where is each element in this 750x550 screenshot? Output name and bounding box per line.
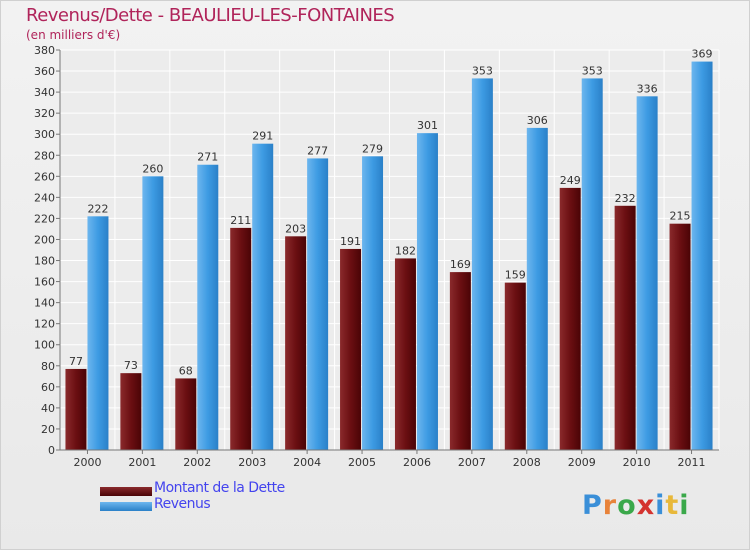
logo-letter: P	[582, 490, 603, 521]
y-tick-label: 60	[41, 381, 55, 394]
y-tick-label: 300	[34, 128, 55, 141]
data-label-revenus: 279	[362, 142, 383, 155]
data-label-revenus: 277	[307, 144, 328, 157]
logo-letter: o	[617, 490, 637, 521]
bar-revenus	[87, 216, 109, 450]
bar-dette	[65, 368, 87, 450]
bar-revenus	[416, 133, 438, 450]
chart-subtitle: (en milliers d'€)	[26, 28, 121, 42]
bar-dette	[669, 223, 691, 450]
bar-revenus	[526, 127, 548, 450]
logo-letter: i	[655, 490, 666, 521]
data-label-dette: 159	[505, 269, 526, 282]
bars	[65, 61, 713, 451]
bar-revenus	[581, 78, 603, 450]
y-tick-label: 340	[34, 86, 55, 99]
bar-revenus	[197, 164, 219, 450]
bar-revenus	[252, 143, 274, 450]
bar-revenus	[362, 156, 384, 450]
y-tick-label: 160	[34, 276, 55, 289]
y-tick-label: 360	[34, 65, 55, 78]
x-tick-label: 2008	[513, 456, 541, 469]
data-label-dette: 68	[179, 364, 193, 377]
grid	[59, 49, 720, 451]
x-tick-label: 2009	[568, 456, 596, 469]
data-label-revenus: 306	[527, 114, 548, 127]
y-tick-label: 80	[41, 360, 55, 373]
data-label-dette: 215	[670, 210, 691, 223]
chart-title: Revenus/Dette - BEAULIEU-LES-FONTAINES	[26, 5, 395, 26]
bar-dette	[504, 282, 526, 450]
bar-dette	[120, 373, 142, 450]
x-tick-label: 2003	[238, 456, 266, 469]
bar-dette	[175, 378, 197, 450]
bar-revenus	[307, 158, 329, 450]
bar-dette	[394, 258, 416, 450]
x-tick-label: 2002	[183, 456, 211, 469]
bar-revenus	[691, 61, 713, 450]
x-tick-label: 2005	[348, 456, 376, 469]
data-label-dette: 203	[285, 222, 306, 235]
y-tick-label: 200	[34, 233, 55, 246]
data-label-revenus: 301	[417, 119, 438, 132]
legend-label-revenus: Revenus	[154, 496, 211, 512]
bar-dette	[340, 248, 362, 450]
data-label-revenus: 369	[692, 48, 713, 61]
logo-letter: x	[636, 490, 656, 521]
y-tick-label: 240	[34, 191, 55, 204]
logo-letter: t	[665, 490, 680, 521]
data-label-dette: 249	[560, 174, 581, 187]
bar-revenus	[636, 96, 658, 450]
y-tick-label: 100	[34, 339, 55, 352]
axes: 0 20 40 60 80 100 120 140 160 180 200 220 240 260 280 3…	[34, 44, 719, 469]
bar-dette	[614, 205, 636, 450]
data-label-dette: 169	[450, 258, 471, 271]
logo-letter: r	[602, 490, 618, 521]
legend-label-dette: Montant de la Dette	[154, 480, 285, 496]
y-tick-label: 120	[34, 318, 55, 331]
x-tick-label: 2006	[403, 456, 431, 469]
data-label-dette: 232	[615, 192, 636, 205]
y-tick-label: 280	[34, 149, 55, 162]
data-label-revenus: 271	[197, 151, 218, 164]
data-label-revenus: 260	[142, 162, 163, 175]
data-label-dette: 191	[340, 235, 361, 248]
proxiti-logo: Proxiti	[582, 490, 690, 521]
data-label-revenus: 353	[472, 64, 493, 77]
x-tick-label: 2001	[128, 456, 156, 469]
bar-dette	[449, 272, 471, 450]
bar-dette	[285, 236, 307, 450]
bar-revenus	[471, 78, 493, 450]
data-label-revenus: 336	[637, 82, 658, 95]
y-tick-label: 320	[34, 107, 55, 120]
y-tick-label: 40	[41, 402, 55, 415]
logo-letter: i	[679, 490, 690, 521]
legend-swatch-dette	[100, 487, 152, 496]
data-label-revenus: 353	[582, 64, 603, 77]
bar-revenus	[142, 176, 164, 450]
legend-swatch-revenus	[100, 502, 152, 511]
data-label-revenus: 222	[87, 202, 108, 215]
data-label-dette: 211	[230, 214, 251, 227]
y-tick-label: 380	[34, 44, 55, 57]
y-tick-label: 20	[41, 423, 55, 436]
x-tick-label: 2010	[623, 456, 651, 469]
y-tick-label: 0	[48, 444, 55, 457]
y-tick-label: 180	[34, 255, 55, 268]
y-tick-label: 140	[34, 297, 55, 310]
data-label-dette: 77	[69, 355, 83, 368]
value-labels: 77 222 73 260 68 271 211 291 203 277 191 279 182 301 1…	[69, 48, 713, 378]
x-tick-label: 2007	[458, 456, 486, 469]
data-label-revenus: 291	[252, 130, 273, 143]
y-tick-label: 260	[34, 170, 55, 183]
bar-dette	[559, 187, 581, 451]
x-tick-label: 2004	[293, 456, 321, 469]
data-label-dette: 182	[395, 244, 416, 257]
bar-dette	[230, 227, 252, 450]
x-tick-label: 2000	[73, 456, 101, 469]
y-tick-label: 220	[34, 212, 55, 225]
x-tick-label: 2011	[678, 456, 706, 469]
data-label-dette: 73	[124, 359, 138, 372]
